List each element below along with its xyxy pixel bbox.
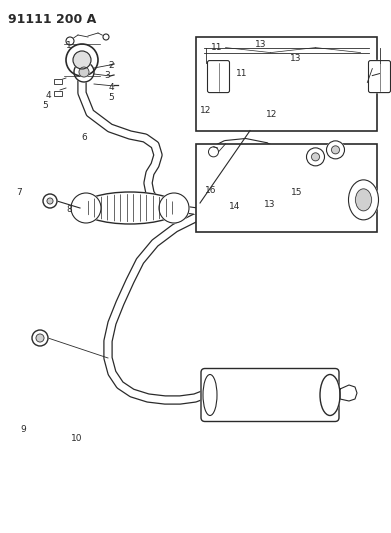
Circle shape bbox=[332, 146, 339, 154]
Circle shape bbox=[103, 34, 109, 40]
Bar bbox=[54, 79, 62, 84]
Polygon shape bbox=[340, 385, 357, 401]
Text: 4: 4 bbox=[109, 83, 114, 92]
Bar bbox=[196, 37, 377, 131]
Circle shape bbox=[326, 141, 344, 159]
Text: 8: 8 bbox=[67, 205, 72, 214]
Ellipse shape bbox=[348, 180, 378, 220]
Text: 1: 1 bbox=[66, 41, 71, 50]
FancyBboxPatch shape bbox=[208, 61, 230, 93]
Text: 5: 5 bbox=[109, 93, 114, 101]
Circle shape bbox=[307, 148, 325, 166]
Circle shape bbox=[79, 67, 89, 77]
Circle shape bbox=[159, 193, 189, 223]
Text: 12: 12 bbox=[266, 110, 278, 118]
Circle shape bbox=[36, 334, 44, 342]
Ellipse shape bbox=[203, 375, 217, 416]
Text: 13: 13 bbox=[264, 200, 276, 208]
FancyBboxPatch shape bbox=[368, 61, 391, 93]
Circle shape bbox=[71, 193, 101, 223]
Circle shape bbox=[32, 330, 48, 346]
Text: 11: 11 bbox=[236, 69, 248, 77]
Circle shape bbox=[66, 44, 98, 76]
Circle shape bbox=[66, 37, 74, 45]
Text: 11: 11 bbox=[211, 44, 223, 52]
Circle shape bbox=[73, 51, 91, 69]
Text: 13: 13 bbox=[289, 54, 301, 63]
Text: 13: 13 bbox=[255, 40, 267, 49]
Text: 7: 7 bbox=[16, 189, 22, 197]
Circle shape bbox=[47, 198, 53, 204]
Text: 12: 12 bbox=[200, 106, 212, 115]
Text: 14: 14 bbox=[229, 202, 240, 211]
Circle shape bbox=[312, 153, 319, 161]
Bar bbox=[54, 79, 62, 84]
Text: 3: 3 bbox=[105, 71, 110, 80]
Circle shape bbox=[208, 147, 219, 157]
Text: 2: 2 bbox=[109, 61, 114, 70]
Ellipse shape bbox=[80, 192, 180, 224]
Text: 5: 5 bbox=[42, 101, 48, 110]
Text: 16: 16 bbox=[205, 186, 217, 195]
Text: 6: 6 bbox=[81, 133, 87, 142]
Bar bbox=[54, 91, 62, 96]
Text: 4: 4 bbox=[46, 92, 52, 100]
Ellipse shape bbox=[320, 375, 340, 416]
Ellipse shape bbox=[355, 189, 371, 211]
Text: 9: 9 bbox=[21, 425, 26, 433]
Text: 10: 10 bbox=[70, 434, 82, 442]
FancyBboxPatch shape bbox=[201, 368, 339, 422]
Bar bbox=[196, 144, 377, 232]
Text: 15: 15 bbox=[291, 189, 303, 197]
Circle shape bbox=[43, 194, 57, 208]
Text: 91111 200 A: 91111 200 A bbox=[8, 13, 96, 26]
Circle shape bbox=[74, 62, 94, 82]
Bar bbox=[54, 91, 62, 96]
